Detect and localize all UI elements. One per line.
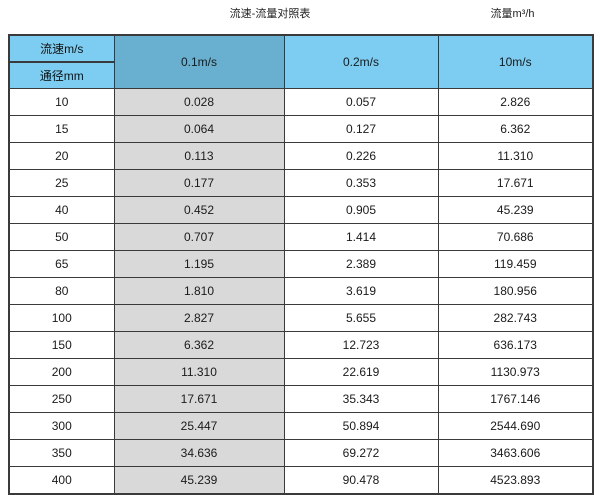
cell-flow-0-1-ms: 34.636 [113, 439, 285, 467]
caption-strip: 流速-流量对照表 流量m³/h [0, 0, 600, 30]
corner-label-velocity: 流速m/s [10, 36, 114, 63]
cell-nominal-diameter: 100 [8, 304, 115, 332]
cell-flow-10-ms: 6.362 [437, 115, 594, 143]
table-row: 40 0.452 0.905 45.239 [8, 196, 594, 224]
column-header-0-1-ms: 0.1m/s [113, 34, 285, 89]
cell-nominal-diameter: 350 [8, 439, 115, 467]
table-row: 300 25.447 50.894 2544.690 [8, 412, 594, 440]
cell-nominal-diameter: 200 [8, 358, 115, 386]
cell-flow-0-1-ms: 0.177 [113, 169, 285, 197]
table-row: 25 0.177 0.353 17.671 [8, 169, 594, 197]
cell-nominal-diameter: 300 [8, 412, 115, 440]
table-row: 250 17.671 35.343 1767.146 [8, 385, 594, 413]
cell-flow-0-2-ms: 50.894 [283, 412, 439, 440]
cell-flow-0-2-ms: 12.723 [283, 331, 439, 359]
cell-flow-0-2-ms: 69.272 [283, 439, 439, 467]
cell-flow-0-2-ms: 22.619 [283, 358, 439, 386]
table-row: 200 11.310 22.619 1130.973 [8, 358, 594, 386]
unit-label: 流量m³/h [490, 8, 535, 20]
table-row: 10 0.028 0.057 2.826 [8, 88, 594, 116]
corner-header-cell: 流速m/s 通径mm [8, 34, 115, 89]
table-row: 80 1.810 3.619 180.956 [8, 277, 594, 305]
corner-label-diameter: 通径mm [10, 63, 114, 88]
column-header-10-ms: 10m/s [437, 34, 594, 89]
cell-flow-10-ms: 2544.690 [437, 412, 594, 440]
cell-nominal-diameter: 400 [8, 466, 115, 495]
cell-flow-10-ms: 45.239 [437, 196, 594, 224]
table-row: 100 2.827 5.655 282.743 [8, 304, 594, 332]
table-row: 65 1.195 2.389 119.459 [8, 250, 594, 278]
cell-flow-10-ms: 1767.146 [437, 385, 594, 413]
cell-flow-10-ms: 70.686 [437, 223, 594, 251]
cell-flow-10-ms: 11.310 [437, 142, 594, 170]
cell-flow-0-2-ms: 5.655 [283, 304, 439, 332]
table-row: 150 6.362 12.723 636.173 [8, 331, 594, 359]
column-header-0-2-ms: 0.2m/s [283, 34, 439, 89]
cell-flow-10-ms: 180.956 [437, 277, 594, 305]
flow-rate-table: 流速m/s 通径mm 0.1m/s 0.2m/s 10m/s 10 0.028 0.… [8, 34, 594, 495]
cell-flow-10-ms: 1130.973 [437, 358, 594, 386]
cell-flow-10-ms: 119.459 [437, 250, 594, 278]
cell-nominal-diameter: 150 [8, 331, 115, 359]
cell-flow-0-2-ms: 0.905 [283, 196, 439, 224]
table-header: 流速m/s 通径mm 0.1m/s 0.2m/s 10m/s [8, 34, 594, 89]
cell-flow-0-1-ms: 0.064 [113, 115, 285, 143]
cell-flow-0-1-ms: 0.707 [113, 223, 285, 251]
cell-nominal-diameter: 15 [8, 115, 115, 143]
table-row: 400 45.239 90.478 4523.893 [8, 466, 594, 495]
cell-flow-0-2-ms: 0.353 [283, 169, 439, 197]
cell-nominal-diameter: 80 [8, 277, 115, 305]
table-row: 50 0.707 1.414 70.686 [8, 223, 594, 251]
cell-nominal-diameter: 50 [8, 223, 115, 251]
cell-flow-0-2-ms: 35.343 [283, 385, 439, 413]
cell-flow-10-ms: 3463.606 [437, 439, 594, 467]
cell-flow-10-ms: 282.743 [437, 304, 594, 332]
cell-flow-0-1-ms: 11.310 [113, 358, 285, 386]
table-row: 15 0.064 0.127 6.362 [8, 115, 594, 143]
cell-nominal-diameter: 250 [8, 385, 115, 413]
flow-table-container: 流速m/s 通径mm 0.1m/s 0.2m/s 10m/s 10 0.028 0.… [8, 34, 594, 495]
cell-flow-0-1-ms: 0.452 [113, 196, 285, 224]
cell-flow-0-2-ms: 2.389 [283, 250, 439, 278]
cell-flow-0-1-ms: 2.827 [113, 304, 285, 332]
cell-flow-0-2-ms: 0.057 [283, 88, 439, 116]
cell-nominal-diameter: 40 [8, 196, 115, 224]
cell-flow-0-1-ms: 45.239 [113, 466, 285, 495]
cell-flow-0-2-ms: 0.127 [283, 115, 439, 143]
cell-flow-0-1-ms: 1.810 [113, 277, 285, 305]
table-row: 350 34.636 69.272 3463.606 [8, 439, 594, 467]
cell-flow-0-1-ms: 0.028 [113, 88, 285, 116]
cell-flow-0-2-ms: 3.619 [283, 277, 439, 305]
table-body: 10 0.028 0.057 2.826 15 0.064 0.127 6.362 20 0.11… [8, 88, 594, 495]
cell-flow-10-ms: 17.671 [437, 169, 594, 197]
table-row: 20 0.113 0.226 11.310 [8, 142, 594, 170]
cell-flow-10-ms: 636.173 [437, 331, 594, 359]
cell-flow-0-1-ms: 0.113 [113, 142, 285, 170]
cell-nominal-diameter: 65 [8, 250, 115, 278]
cell-flow-10-ms: 2.826 [437, 88, 594, 116]
cell-nominal-diameter: 25 [8, 169, 115, 197]
cell-flow-0-1-ms: 25.447 [113, 412, 285, 440]
header-row: 流速m/s 通径mm 0.1m/s 0.2m/s 10m/s [8, 34, 594, 89]
page-title: 流速-流量对照表 [229, 8, 311, 20]
cell-flow-0-2-ms: 0.226 [283, 142, 439, 170]
cell-flow-0-1-ms: 1.195 [113, 250, 285, 278]
cell-flow-10-ms: 4523.893 [437, 466, 594, 495]
cell-flow-0-2-ms: 1.414 [283, 223, 439, 251]
cell-flow-0-1-ms: 6.362 [113, 331, 285, 359]
cell-nominal-diameter: 10 [8, 88, 115, 116]
cell-nominal-diameter: 20 [8, 142, 115, 170]
cell-flow-0-2-ms: 90.478 [283, 466, 439, 495]
cell-flow-0-1-ms: 17.671 [113, 385, 285, 413]
